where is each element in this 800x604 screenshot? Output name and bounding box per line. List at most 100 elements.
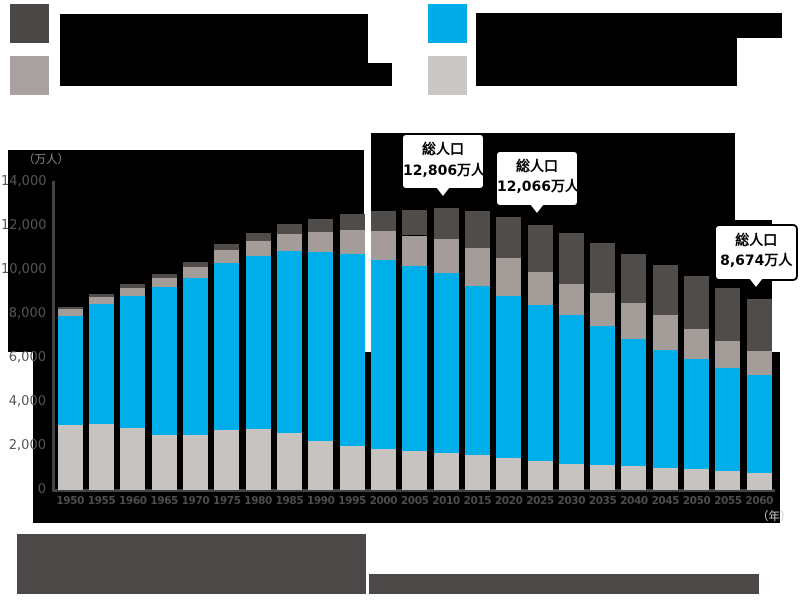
x-axis-unit-label: （年） bbox=[757, 509, 792, 523]
bar-2050-top-segment bbox=[684, 276, 710, 329]
bar-2055-bottom-segment bbox=[715, 471, 741, 490]
bar-1950-third-segment bbox=[57, 309, 83, 316]
x-tick-label-1975: 1975 bbox=[212, 495, 241, 507]
bar-2035-third-segment bbox=[590, 292, 616, 326]
x-tick-label-2045: 2045 bbox=[651, 495, 680, 507]
footer-note-redacted-block bbox=[369, 574, 759, 594]
bar-1950-second-segment bbox=[57, 316, 83, 426]
bar-2010-third-segment bbox=[433, 239, 459, 274]
legend-text-redacted-block bbox=[476, 38, 737, 86]
bar-1960-second-segment bbox=[120, 296, 146, 429]
x-tick-label-2055: 2055 bbox=[714, 495, 742, 507]
y-tick-label-0: 0 bbox=[37, 482, 46, 497]
bar-1965-third-segment bbox=[151, 277, 177, 288]
bar-2035-top-segment bbox=[590, 243, 616, 293]
x-tick-label-1965: 1965 bbox=[150, 495, 178, 507]
bar-1980-second-segment bbox=[245, 256, 271, 430]
bar-1955-top-segment bbox=[89, 293, 115, 297]
bar-2050-third-segment bbox=[684, 328, 710, 360]
bar-2025-third-segment bbox=[527, 272, 553, 305]
bar-2060-third-segment bbox=[746, 350, 772, 376]
callout-line2: 8,674万人 bbox=[720, 253, 793, 270]
bar-2035-bottom-segment bbox=[590, 465, 616, 490]
x-tick-label-2005: 2005 bbox=[400, 495, 429, 507]
callout-line2: 12,066万人 bbox=[497, 178, 580, 195]
x-tick-label-2035: 2035 bbox=[588, 495, 617, 507]
bar-1970-second-segment bbox=[182, 277, 208, 436]
x-tick-label-2015: 2015 bbox=[463, 495, 492, 507]
bar-2030-top-segment bbox=[558, 233, 584, 284]
bar-1975-top-segment bbox=[214, 243, 240, 251]
callout-total-population-2025: 総人口 12,066万人 bbox=[495, 149, 580, 218]
bar-2020-bottom-segment bbox=[496, 457, 522, 490]
footer-text-redacted-block bbox=[17, 534, 366, 594]
x-tick-label-2000: 2000 bbox=[369, 495, 398, 507]
bar-2055-third-segment bbox=[715, 340, 741, 368]
bar-2010-top-segment bbox=[433, 208, 459, 240]
legend-swatch-warm-gray bbox=[10, 56, 49, 95]
bar-2060-bottom-segment bbox=[746, 472, 772, 490]
legend-text-redacted-block bbox=[476, 13, 782, 38]
x-tick-label-1950: 1950 bbox=[56, 495, 84, 507]
bar-1960-third-segment bbox=[120, 288, 146, 297]
bar-2030-third-segment bbox=[558, 283, 584, 315]
bar-1990-bottom-segment bbox=[308, 440, 334, 490]
bar-2015-second-segment bbox=[464, 286, 490, 456]
bar-1975-third-segment bbox=[214, 250, 240, 264]
bar-1990-third-segment bbox=[308, 231, 334, 252]
callout-pointer bbox=[530, 203, 544, 213]
bar-2055-second-segment bbox=[715, 367, 741, 472]
bar-1990-second-segment bbox=[308, 251, 334, 441]
bar-1990-top-segment bbox=[308, 218, 334, 232]
x-tick-label-1990: 1990 bbox=[306, 495, 335, 507]
bar-1975-bottom-segment bbox=[214, 430, 240, 490]
bar-1985-bottom-segment bbox=[276, 432, 302, 490]
bar-2000-second-segment bbox=[370, 259, 396, 450]
x-tick-label-2040: 2040 bbox=[620, 495, 648, 507]
bar-2010-second-segment bbox=[433, 273, 459, 453]
bar-2035-second-segment bbox=[590, 325, 616, 466]
y-tick-label-10000: 10,000 bbox=[1, 262, 47, 277]
y-tick-label-6000: 6,000 bbox=[8, 350, 46, 365]
callout-pointer bbox=[749, 278, 764, 288]
y-axis-unit-label: （万人） bbox=[23, 152, 69, 166]
bar-2060-top-segment bbox=[746, 299, 772, 351]
bar-1950-bottom-segment bbox=[57, 425, 83, 490]
bar-2015-top-segment bbox=[464, 211, 490, 248]
legend-text-redacted-block bbox=[60, 63, 392, 86]
bar-2045-top-segment bbox=[652, 265, 678, 315]
bar-1960-top-segment bbox=[120, 284, 146, 289]
bar-1955-second-segment bbox=[89, 304, 115, 425]
bar-2020-second-segment bbox=[496, 296, 522, 458]
callout-total-population-2010: 総人口 12,806万人 bbox=[401, 133, 485, 202]
bar-2040-bottom-segment bbox=[621, 466, 647, 490]
bar-2005-second-segment bbox=[402, 266, 428, 452]
bar-1960-bottom-segment bbox=[120, 428, 146, 490]
bar-1995-second-segment bbox=[339, 254, 365, 446]
x-tick-label-2025: 2025 bbox=[526, 495, 554, 507]
callout-line1: 総人口 bbox=[516, 158, 558, 175]
bar-2050-bottom-segment bbox=[684, 469, 710, 490]
bar-1980-top-segment bbox=[245, 232, 271, 241]
x-tick-label-2010: 2010 bbox=[432, 495, 460, 507]
x-tick-label-2060: 2060 bbox=[745, 495, 774, 507]
bar-2000-top-segment bbox=[370, 211, 396, 232]
x-axis-line bbox=[52, 489, 775, 492]
bar-2025-top-segment bbox=[527, 224, 553, 273]
bar-2030-second-segment bbox=[558, 314, 584, 464]
bar-1995-third-segment bbox=[339, 229, 365, 255]
bar-2025-bottom-segment bbox=[527, 460, 553, 490]
bar-1980-third-segment bbox=[245, 240, 271, 257]
bar-2015-third-segment bbox=[464, 247, 490, 287]
bar-2005-third-segment bbox=[402, 235, 428, 267]
bar-2000-third-segment bbox=[370, 231, 396, 260]
bar-2030-bottom-segment bbox=[558, 463, 584, 490]
x-tick-label-1985: 1985 bbox=[275, 495, 304, 507]
y-axis-line bbox=[52, 181, 55, 490]
y-tick-label-12000: 12,000 bbox=[1, 218, 47, 233]
x-tick-label-1995: 1995 bbox=[338, 495, 366, 507]
bar-2010-bottom-segment bbox=[433, 452, 459, 490]
legend-text-redacted-block bbox=[60, 14, 368, 63]
bar-1970-top-segment bbox=[182, 261, 208, 267]
